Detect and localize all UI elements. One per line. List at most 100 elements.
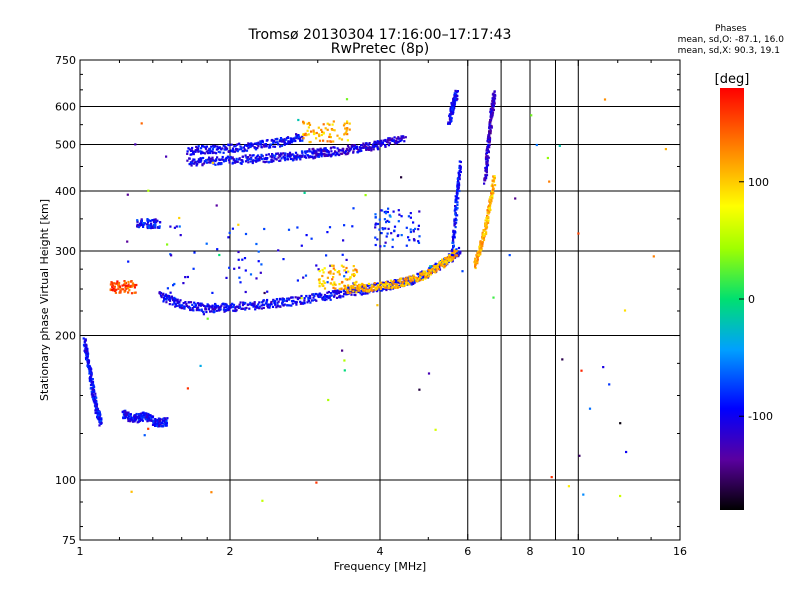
data-point — [491, 183, 494, 186]
data-point — [328, 296, 331, 299]
data-point — [222, 308, 225, 311]
data-point — [345, 147, 348, 150]
data-point — [174, 305, 177, 308]
data-point — [453, 254, 456, 257]
data-point — [112, 287, 115, 290]
data-point — [273, 156, 276, 159]
data-point — [347, 146, 350, 149]
data-point — [488, 207, 491, 210]
data-point — [279, 159, 282, 162]
data-point — [315, 481, 318, 484]
data-point — [400, 277, 403, 280]
data-point — [454, 230, 457, 234]
data-point — [391, 137, 394, 140]
data-point — [147, 225, 150, 228]
data-point — [170, 295, 173, 298]
data-point — [195, 145, 198, 148]
data-point — [257, 141, 260, 144]
data-point — [150, 225, 153, 228]
data-point — [158, 421, 161, 424]
data-point — [439, 264, 442, 267]
data-point — [84, 349, 87, 353]
data-point — [237, 306, 240, 309]
data-point — [241, 258, 244, 261]
data-point — [247, 156, 250, 159]
data-point — [385, 221, 388, 224]
data-point — [188, 163, 191, 166]
data-point — [154, 423, 157, 426]
data-point — [492, 95, 495, 98]
data-point — [301, 135, 304, 138]
data-point — [190, 164, 193, 167]
data-point — [255, 159, 258, 162]
data-point — [302, 133, 305, 136]
data-point — [458, 169, 461, 172]
data-point — [260, 304, 263, 307]
data-point — [186, 275, 189, 279]
data-point — [345, 129, 348, 132]
data-point — [416, 279, 419, 282]
data-point — [488, 138, 492, 141]
data-point — [307, 299, 311, 303]
data-point — [456, 185, 459, 188]
data-point — [488, 126, 491, 129]
data-point — [485, 160, 488, 163]
data-point — [175, 225, 178, 228]
data-point — [433, 266, 436, 269]
data-point — [318, 285, 321, 288]
data-point — [285, 142, 288, 145]
data-point — [260, 157, 263, 161]
data-point — [238, 157, 241, 160]
data-point — [191, 162, 194, 165]
data-point — [485, 156, 488, 159]
data-point — [447, 259, 451, 262]
data-point — [128, 289, 131, 292]
data-point — [457, 186, 460, 189]
data-point — [385, 288, 388, 292]
data-point — [272, 141, 275, 145]
data-point — [252, 305, 255, 308]
data-point — [492, 179, 495, 182]
data-point — [165, 298, 168, 301]
data-point — [228, 161, 231, 164]
data-point — [374, 283, 377, 286]
data-point — [365, 289, 369, 292]
data-point — [459, 170, 462, 174]
data-point — [164, 421, 167, 424]
data-point — [237, 258, 240, 261]
data-point — [184, 276, 187, 279]
data-point — [297, 155, 300, 158]
data-point — [240, 146, 243, 150]
data-point — [160, 425, 163, 428]
data-point — [306, 301, 309, 304]
data-point — [341, 253, 344, 256]
data-point — [326, 295, 329, 298]
data-point — [394, 279, 397, 282]
data-point — [322, 132, 325, 135]
data-point — [89, 378, 92, 381]
data-point — [353, 286, 357, 289]
data-point — [343, 224, 346, 227]
data-point — [239, 301, 242, 304]
data-point — [179, 304, 182, 307]
data-point — [217, 150, 220, 153]
data-point — [459, 164, 462, 167]
data-point — [402, 135, 405, 138]
data-point — [286, 297, 289, 300]
data-point — [203, 160, 206, 163]
data-point — [215, 204, 218, 207]
data-point — [487, 219, 490, 222]
data-point — [114, 289, 117, 293]
data-point — [239, 281, 242, 284]
data-point — [306, 122, 309, 125]
data-point — [491, 114, 494, 117]
data-point — [340, 281, 344, 284]
data-point — [117, 287, 120, 290]
data-point — [451, 108, 454, 111]
data-point — [474, 263, 477, 266]
data-point — [294, 296, 297, 299]
data-point — [130, 280, 133, 283]
data-point — [455, 250, 458, 253]
data-point — [223, 159, 226, 162]
data-point — [452, 254, 455, 257]
